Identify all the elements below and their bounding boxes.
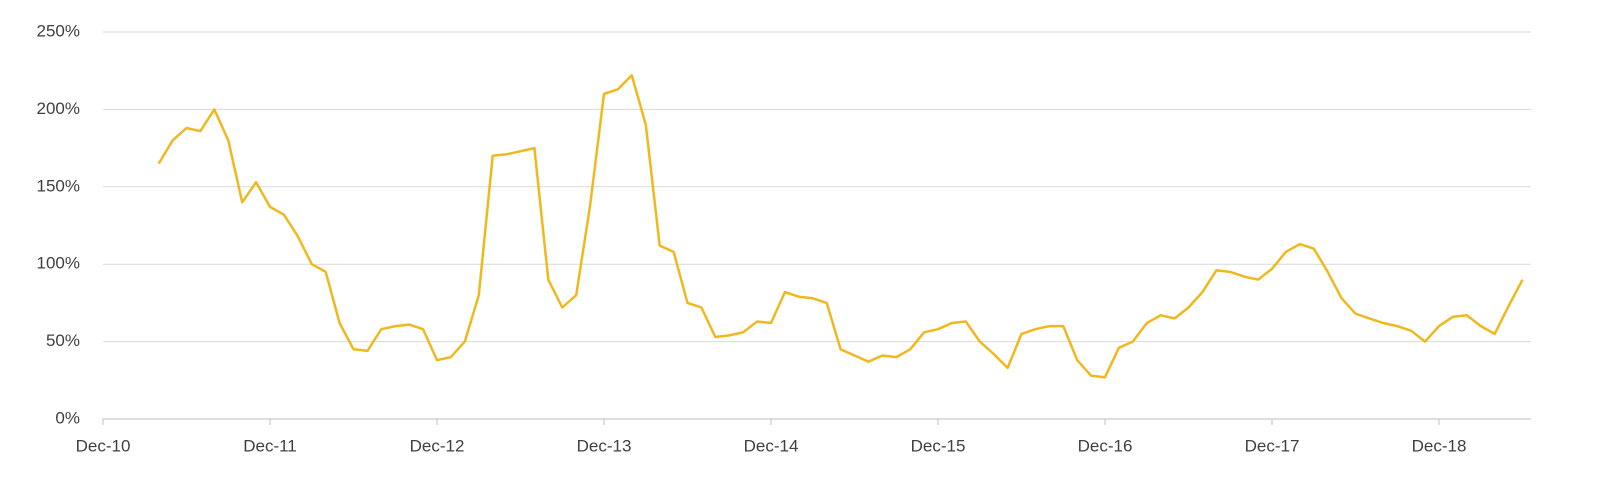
x-tick-label: Dec-16	[1078, 436, 1133, 455]
x-tick-label: Dec-18	[1412, 436, 1467, 455]
x-tick-label: Dec-14	[744, 436, 799, 455]
x-tick-label: Dec-17	[1245, 436, 1300, 455]
x-tick-label: Dec-11	[243, 436, 297, 455]
y-tick-label: 0%	[55, 408, 80, 427]
y-tick-label: 100%	[37, 254, 80, 273]
y-tick-label: 150%	[37, 176, 80, 195]
x-tick-label: Dec-13	[577, 436, 632, 455]
x-tick-label: Dec-12	[410, 436, 465, 455]
y-tick-label: 200%	[37, 99, 80, 118]
x-tick-label: Dec-15	[911, 436, 966, 455]
y-tick-label: 50%	[46, 331, 80, 350]
line	[157, 74, 1524, 379]
y-tick-label: 250%	[37, 21, 80, 40]
x-tick-label: Dec-10	[76, 436, 131, 455]
